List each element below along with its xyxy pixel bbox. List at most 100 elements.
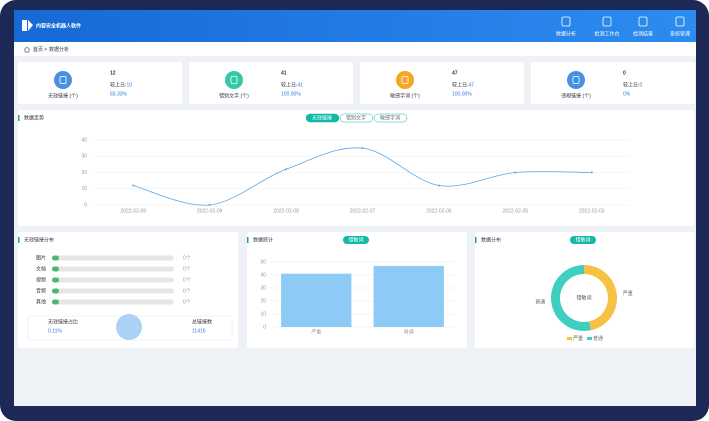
card-change-label: 较上日 bbox=[452, 81, 467, 88]
progress-fill bbox=[52, 255, 59, 261]
legend-swatch bbox=[587, 337, 592, 340]
total-label: 总链接数 bbox=[192, 318, 212, 325]
progress-track bbox=[52, 288, 174, 294]
panel-title: 无效链接分布 bbox=[24, 236, 54, 243]
home-icon bbox=[23, 46, 31, 53]
filter-button-label[interactable]: 错敏词 bbox=[575, 236, 590, 243]
trend-point bbox=[285, 168, 288, 171]
filter-button-label[interactable]: 错敏词 bbox=[348, 236, 363, 243]
header-bar bbox=[14, 10, 696, 42]
row-label: 音频 bbox=[36, 287, 46, 294]
card-change-label: 较上日 bbox=[110, 81, 125, 88]
x-tick-label: 2022-02-09 bbox=[197, 208, 223, 214]
y-tick-label: 40 bbox=[260, 272, 266, 278]
trend-point bbox=[132, 184, 135, 187]
x-tick-label: 2022-02-09 bbox=[120, 208, 146, 214]
stat-card bbox=[18, 62, 182, 104]
row-value: 0个 bbox=[183, 288, 191, 294]
card-percent: 0% bbox=[623, 91, 631, 97]
card-value: 47 bbox=[452, 70, 458, 76]
card-label: 敏感字词 (个) bbox=[390, 92, 420, 99]
y-tick-label: 20 bbox=[81, 170, 87, 176]
card-percent: 100.00% bbox=[281, 91, 301, 97]
progress-fill bbox=[52, 299, 59, 305]
card-percent: 100.00% bbox=[452, 91, 472, 97]
ratio-label: 无效链接占比 bbox=[48, 318, 78, 325]
card-change: ↓10 bbox=[124, 82, 132, 88]
ratio-value: 0.11% bbox=[48, 328, 62, 334]
card-change: ↓0 bbox=[637, 82, 643, 88]
y-tick-label: 10 bbox=[81, 186, 87, 192]
trend-point bbox=[437, 184, 440, 187]
tab[interactable] bbox=[339, 113, 374, 123]
row-label: 文档 bbox=[36, 265, 46, 272]
card-icon-glyph bbox=[572, 76, 580, 84]
slice-label: 普通 bbox=[535, 298, 545, 305]
card-icon-glyph bbox=[59, 76, 67, 84]
card-change: ↓41 bbox=[295, 82, 303, 88]
y-tick-label: 30 bbox=[260, 285, 266, 291]
stat-card bbox=[360, 62, 524, 104]
logo bbox=[22, 20, 33, 31]
panel-title: 数据走势 bbox=[24, 114, 44, 121]
nav-item[interactable]: 数据分析 bbox=[556, 30, 576, 37]
nav-icon bbox=[675, 16, 685, 27]
progress-track bbox=[52, 255, 174, 261]
stat-card bbox=[531, 62, 695, 104]
y-tick-label: 0 bbox=[263, 324, 266, 330]
tab-label[interactable]: 敏感字词 bbox=[380, 114, 400, 121]
trend-point bbox=[514, 171, 517, 174]
tab-label[interactable]: 错别文字 bbox=[346, 114, 366, 121]
nav-item[interactable]: 系统管理 bbox=[670, 30, 690, 37]
y-tick-label: 50 bbox=[260, 259, 266, 265]
filter-button[interactable] bbox=[570, 236, 596, 244]
slice-label: 严重 bbox=[623, 290, 633, 297]
row-value: 0个 bbox=[183, 266, 191, 272]
total-value: 11416 bbox=[192, 328, 206, 334]
x-tick-label: 普通 bbox=[404, 328, 414, 335]
breadcrumb-separator: > bbox=[44, 47, 47, 53]
breadcrumb-home[interactable]: 首页 bbox=[33, 46, 43, 53]
ratio-pie bbox=[116, 314, 142, 340]
x-tick-label: 2022-02-06 bbox=[426, 208, 452, 214]
card-label: 无效链接 (个) bbox=[48, 92, 78, 99]
trend-point bbox=[208, 204, 211, 206]
x-tick-label: 2022-02-05 bbox=[503, 208, 529, 214]
card-icon bbox=[396, 71, 414, 89]
card-change-label: 较上日 bbox=[281, 81, 296, 88]
tab[interactable] bbox=[373, 113, 408, 123]
card-label: 违规链接 (个) bbox=[561, 92, 591, 99]
app-title: 内容安全机器人软件 bbox=[36, 22, 81, 29]
card-icon-glyph bbox=[401, 76, 409, 84]
panel-title: 数据分布 bbox=[481, 236, 501, 243]
trend-point bbox=[590, 171, 593, 174]
progress-fill bbox=[52, 288, 59, 294]
row-value: 0个 bbox=[183, 277, 191, 283]
legend-label: 普通 bbox=[593, 335, 603, 342]
tab-label[interactable]: 无效链接 bbox=[312, 114, 332, 121]
stat-card bbox=[189, 62, 353, 104]
row-label: 视频 bbox=[36, 276, 46, 283]
panel bbox=[18, 110, 694, 226]
x-tick-label: 2022-02-03 bbox=[579, 208, 605, 214]
nav-item[interactable]: 检测结果 bbox=[633, 30, 653, 37]
panel-accent bbox=[247, 237, 249, 243]
card-value: 0 bbox=[623, 70, 626, 76]
card-icon-glyph bbox=[230, 76, 238, 84]
progress-track bbox=[52, 266, 174, 272]
tab[interactable] bbox=[305, 113, 340, 123]
card-change: ↓47 bbox=[466, 82, 474, 88]
bar bbox=[373, 265, 444, 327]
legend-label: 严重 bbox=[573, 335, 583, 342]
y-tick-label: 10 bbox=[260, 311, 266, 317]
card-label: 错别文字 (个) bbox=[219, 92, 249, 99]
donut-slice bbox=[551, 265, 592, 331]
row-value: 0个 bbox=[183, 299, 191, 305]
breadcrumb-bar bbox=[14, 42, 696, 56]
filter-button[interactable] bbox=[343, 236, 369, 244]
panel-title: 数据统计 bbox=[253, 236, 273, 243]
y-tick-label: 20 bbox=[260, 298, 266, 304]
y-tick-label: 30 bbox=[81, 154, 87, 160]
nav-item[interactable]: 检测工作台 bbox=[594, 30, 619, 37]
card-change-label: 较上日 bbox=[623, 81, 638, 88]
